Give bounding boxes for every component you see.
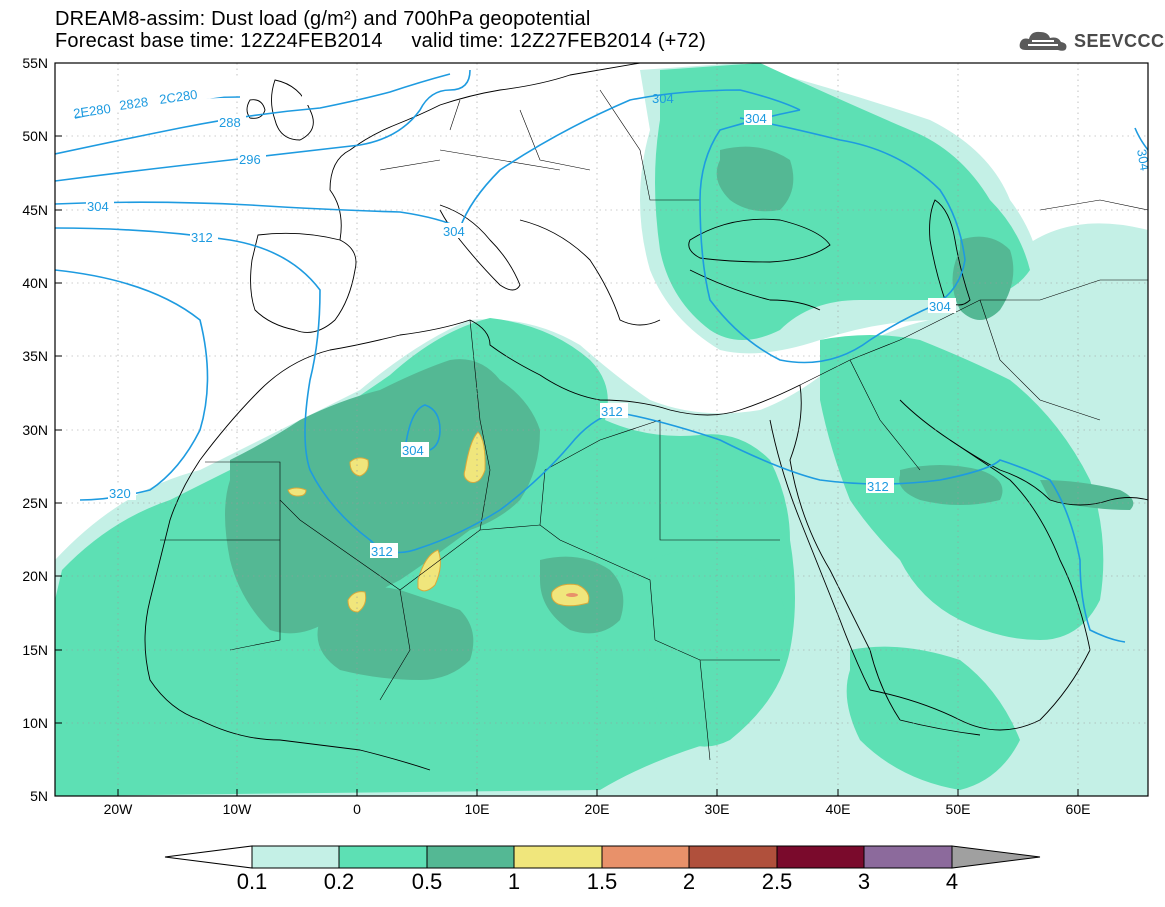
lat-label: 55N <box>22 55 48 71</box>
colorbar-label: 3 <box>857 869 871 894</box>
graticule <box>55 63 1148 796</box>
country-borders <box>160 89 1148 761</box>
lat-label: 20N <box>22 568 48 584</box>
colorbar-swatch <box>863 845 953 869</box>
lon-label: 10W <box>223 801 253 817</box>
colorbar-label: 0.2 <box>323 869 355 894</box>
cloud-icon <box>1019 31 1067 51</box>
colorbar-label: 1.5 <box>586 869 618 894</box>
lat-label: 15N <box>22 642 48 658</box>
contour-label: 312 <box>867 479 889 494</box>
geopotential-contours <box>55 69 1148 643</box>
lon-label: 50E <box>946 801 971 817</box>
colorbar-swatch <box>688 845 778 869</box>
lat-label: 10N <box>22 715 48 731</box>
colorbar-swatch <box>513 845 603 869</box>
chart-title-line2: Forecast base time: 12Z24FEB2014 valid t… <box>55 30 706 52</box>
lat-label: 25N <box>22 495 48 511</box>
colorbar-swatch <box>601 845 690 869</box>
coastlines <box>144 63 1148 771</box>
lon-label: 20W <box>104 801 134 817</box>
contour-label: 304 <box>652 91 674 106</box>
colorbar-swatch <box>776 845 865 869</box>
contour-304-loop <box>404 404 441 451</box>
colorbar-label: 4 <box>945 869 959 894</box>
seevccc-logo: SEEVCCC <box>1018 28 1165 54</box>
axis-ticks <box>55 135 1079 796</box>
lon-label: 40E <box>826 801 851 817</box>
colorbar-label: 2.5 <box>761 869 793 894</box>
contour-label: 312 <box>601 404 623 419</box>
contour-296 <box>55 69 471 182</box>
lat-label: 45N <box>22 202 48 218</box>
logo-text: SEEVCCC <box>1074 30 1165 51</box>
contour-label: 304 <box>1134 148 1153 172</box>
contour-label: 296 <box>239 152 261 167</box>
contour-label: 2E280 <box>72 101 111 121</box>
lat-label: 40N <box>22 275 48 291</box>
contour-label: 312 <box>191 230 213 245</box>
longitude-labels: 20W 10W 0 10E 20E 30E 40E 50E 60E <box>104 801 1091 817</box>
lon-label: 20E <box>585 801 610 817</box>
lat-label: 35N <box>22 348 48 364</box>
contour-304-east <box>699 109 966 364</box>
lat-label: 50N <box>22 128 48 144</box>
contour-label: 2C280 <box>158 87 198 107</box>
dust-layer-1 <box>287 431 590 613</box>
colorbar-swatch <box>426 845 515 869</box>
contour-label: 2828 <box>118 94 149 113</box>
dust-layer-1.5 <box>566 593 578 597</box>
colorbar <box>164 845 1041 869</box>
colorbar-swatch <box>338 845 428 869</box>
colorbar-swatch <box>251 845 340 869</box>
contour-label: 304 <box>443 224 465 239</box>
colorbar-label: 0.5 <box>411 869 443 894</box>
contour-label: 312 <box>371 544 393 559</box>
lat-label: 30N <box>22 422 48 438</box>
contour-312 <box>55 227 1126 643</box>
colorbar-label: 1 <box>507 869 521 894</box>
colorbar-label: 2 <box>682 869 696 894</box>
contour-label: 304 <box>87 199 109 214</box>
contour-304-west <box>55 89 801 230</box>
lon-label: 10E <box>465 801 490 817</box>
contour-label: 288 <box>219 115 241 130</box>
lon-label: 60E <box>1066 801 1091 817</box>
contour-label: 320 <box>109 486 131 501</box>
contour-label: 304 <box>929 299 951 314</box>
contour-labels: 2E280 2828 2C280 288 296 304 312 320 304… <box>68 77 1153 559</box>
contour-288 <box>55 73 451 155</box>
contour-304-ne <box>1134 127 1148 151</box>
latitude-labels: 55N 50N 45N 40N 35N 30N 25N 20N 15N 10N … <box>22 55 48 804</box>
lat-label: 5N <box>30 788 48 804</box>
contour-label: 304 <box>402 443 424 458</box>
colorbar-label: 0.1 <box>236 869 268 894</box>
lon-label: 0 <box>353 801 361 817</box>
lon-label: 30E <box>705 801 730 817</box>
contour-label: 304 <box>745 111 767 126</box>
colorbar-over-arrow <box>951 845 1041 869</box>
colorbar-under-arrow <box>164 845 253 869</box>
chart-title-line1: DREAM8-assim: Dust load (g/m²) and 700hP… <box>55 8 591 30</box>
